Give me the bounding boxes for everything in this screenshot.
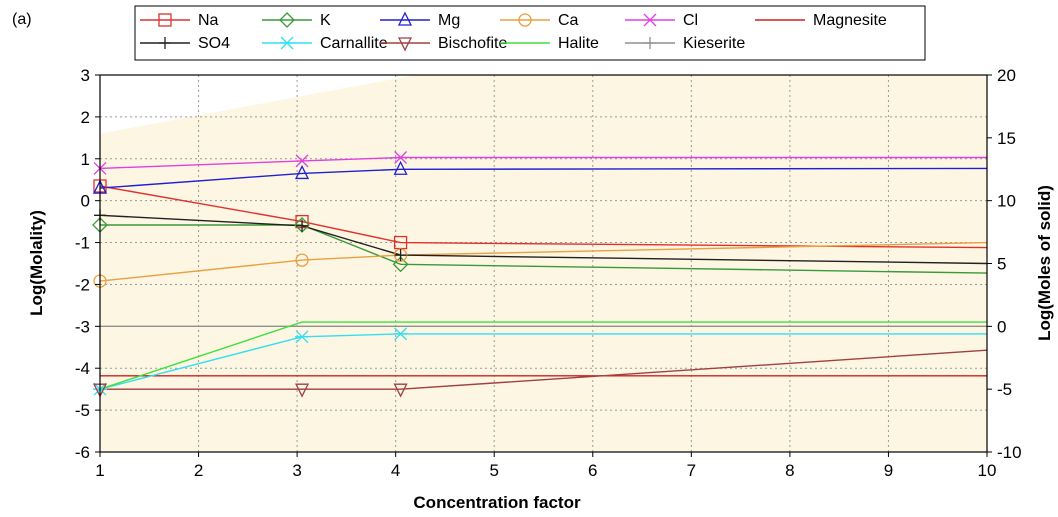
x-tick-label: 9 bbox=[884, 461, 893, 480]
y2-tick-label: 0 bbox=[997, 317, 1006, 336]
series-marker-so4 bbox=[394, 249, 407, 262]
legend: Na K Mg Ca Cl Magnesite SO4 Carnallite Bischofit… bbox=[140, 11, 887, 52]
series-marker-mg bbox=[294, 164, 310, 180]
legend-swatch-marker bbox=[279, 12, 295, 28]
legend-swatch-marker bbox=[644, 37, 656, 49]
y-tick-label: 3 bbox=[81, 66, 90, 85]
plot-fill bbox=[100, 75, 987, 452]
x-tick-label: 8 bbox=[785, 461, 794, 480]
y-tick-label: -1 bbox=[75, 234, 90, 253]
legend-label: Halite bbox=[558, 35, 599, 52]
legend-swatch-marker bbox=[397, 11, 413, 26]
series-marker-bischofite bbox=[294, 383, 310, 398]
plot-fill-wedge bbox=[100, 75, 416, 134]
series-marker-cl bbox=[394, 151, 408, 164]
x-tick-label: 6 bbox=[588, 461, 597, 480]
series-line-carnallite bbox=[99, 333, 987, 390]
legend-label: Cl bbox=[683, 12, 698, 29]
y2-tick-label: 10 bbox=[997, 192, 1016, 211]
x-tick-label: 3 bbox=[292, 461, 301, 480]
y-tick-label: 1 bbox=[81, 150, 90, 169]
y-tick-label: 2 bbox=[81, 108, 90, 127]
series-marker-ca bbox=[295, 253, 309, 267]
series-marker-carnallite bbox=[295, 330, 310, 344]
series-marker-so4 bbox=[296, 219, 309, 232]
series-line-ca bbox=[99, 241, 988, 282]
legend-label: Carnallite bbox=[320, 35, 388, 52]
series-lines bbox=[99, 156, 988, 390]
y-tick-label: -5 bbox=[75, 401, 90, 420]
legend-label: Ca bbox=[558, 12, 579, 29]
y-tick-label: -2 bbox=[75, 275, 90, 294]
legend-label: K bbox=[320, 12, 331, 29]
legend-item-kieserite: Kieserite bbox=[625, 35, 745, 52]
x-tick-label: 2 bbox=[194, 461, 203, 480]
legend-item-carnallite: Carnallite bbox=[262, 35, 388, 52]
legend-swatch-marker bbox=[397, 37, 413, 52]
legend-item-so4: SO4 bbox=[140, 35, 230, 52]
y-axis-title: Log(Molality) bbox=[27, 210, 46, 316]
y-tick-label: -4 bbox=[75, 359, 90, 378]
series-marker-k bbox=[294, 217, 310, 233]
legend-item-bischofite: Bischofite bbox=[380, 35, 507, 52]
legend-box bbox=[134, 5, 926, 61]
series-line-na bbox=[99, 185, 988, 249]
x-tick-label: 10 bbox=[978, 461, 997, 480]
legend-swatch-marker bbox=[159, 37, 171, 49]
panel-label: (a) bbox=[12, 11, 32, 28]
series-line-so4 bbox=[99, 214, 988, 265]
legend-item-magnesite: Magnesite bbox=[755, 12, 887, 29]
legend-swatch-marker bbox=[280, 36, 294, 50]
series-marker-k bbox=[392, 256, 409, 273]
plot-background bbox=[100, 75, 987, 452]
y2-tick-label: 15 bbox=[997, 129, 1016, 148]
series-marker-mg bbox=[393, 160, 408, 175]
series-marker-carnallite bbox=[393, 327, 408, 341]
legend-item-cl: Cl bbox=[625, 12, 698, 29]
legend-label: Kieserite bbox=[683, 35, 745, 52]
x-tick-label: 1 bbox=[95, 461, 104, 480]
legend-label: Na bbox=[198, 12, 219, 29]
y2-tick-label: -5 bbox=[997, 380, 1012, 399]
series-line-cl bbox=[99, 156, 987, 170]
series-line-mg bbox=[99, 167, 988, 189]
y-tick-label: -6 bbox=[75, 443, 90, 462]
y2-tick-label: -10 bbox=[997, 443, 1022, 462]
legend-item-na: Na bbox=[140, 12, 219, 29]
series-line-bischofite bbox=[100, 349, 988, 390]
series-line-k bbox=[100, 224, 988, 274]
legend-item-halite: Halite bbox=[500, 35, 599, 52]
series-line-halite bbox=[99, 321, 987, 390]
legend-swatch-marker bbox=[158, 13, 172, 27]
y-axis-right: 20 15 10 5 0 -5 -10 bbox=[987, 66, 1022, 462]
legend-label: Bischofite bbox=[438, 35, 507, 52]
x-tick-label: 4 bbox=[391, 461, 400, 480]
x-axis: 1 2 3 4 5 6 7 8 9 10 bbox=[95, 452, 996, 480]
legend-item-mg: Mg bbox=[380, 11, 460, 29]
y-tick-label: 0 bbox=[81, 192, 90, 211]
y-tick-label: -3 bbox=[75, 317, 90, 336]
legend-label: SO4 bbox=[198, 35, 230, 52]
legend-swatch-marker bbox=[518, 13, 532, 27]
series-marker-bischofite bbox=[393, 383, 408, 398]
x-axis-title: Concentration factor bbox=[413, 493, 581, 512]
x-tick-label: 5 bbox=[489, 461, 498, 480]
legend-label: Mg bbox=[438, 12, 460, 29]
legend-label: Magnesite bbox=[813, 12, 887, 29]
series-markers bbox=[92, 151, 409, 398]
y2-tick-label: 5 bbox=[997, 255, 1006, 274]
y2-axis-title: Log(Moles of solid) bbox=[1035, 185, 1054, 341]
series-marker-cl bbox=[295, 154, 309, 168]
legend-item-k: K bbox=[262, 12, 331, 29]
y-axis-left: 3 2 1 0 -1 -2 -3 -4 -5 -6 bbox=[75, 66, 100, 462]
y2-tick-label: 20 bbox=[997, 66, 1016, 85]
legend-swatch-marker bbox=[643, 13, 657, 27]
x-tick-label: 7 bbox=[687, 461, 696, 480]
legend-item-ca: Ca bbox=[500, 12, 579, 29]
